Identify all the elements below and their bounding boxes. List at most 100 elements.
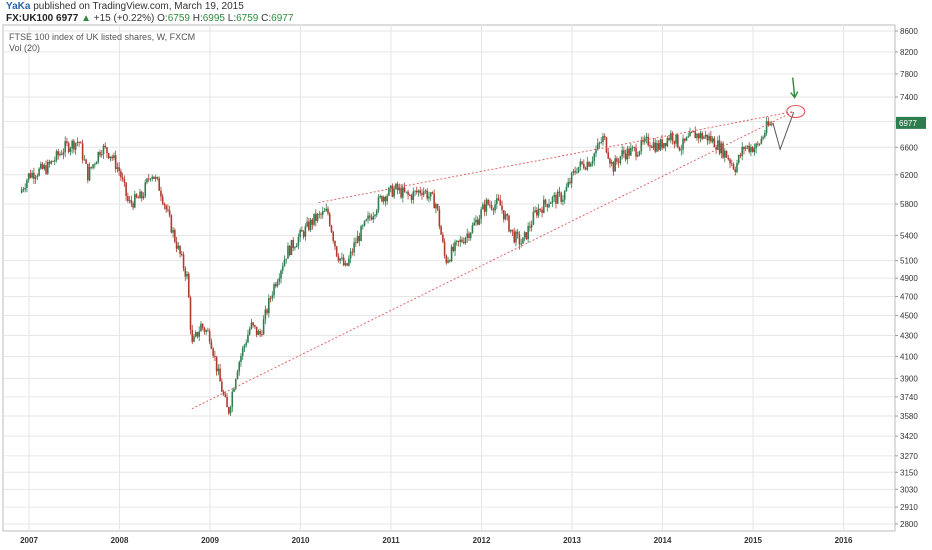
candle-body: [27, 173, 30, 181]
candle-body: [626, 148, 629, 160]
candle-body: [175, 241, 178, 249]
candle-body: [523, 232, 526, 238]
candle-body: [692, 131, 695, 133]
candle-body: [74, 142, 77, 150]
candle-body: [722, 143, 724, 158]
candle-body: [181, 254, 183, 255]
open-value: 6759: [167, 13, 190, 24]
candle-body: [393, 188, 395, 197]
candle-body: [342, 257, 345, 266]
candle-body: [294, 247, 296, 249]
candle-body: [558, 191, 561, 193]
candle-body: [536, 210, 538, 216]
candle-body: [104, 145, 107, 148]
candle-body: [360, 226, 362, 241]
price-tick-label: 6600: [900, 143, 918, 152]
candle-body: [713, 138, 716, 148]
candle-body: [534, 210, 536, 212]
candle-body: [313, 213, 315, 225]
candle-body: [73, 140, 75, 150]
candle-body: [172, 230, 174, 233]
candle-body: [191, 329, 194, 342]
candle-body: [194, 332, 197, 337]
candle-body: [527, 226, 529, 240]
candle-body: [422, 191, 425, 195]
candle-body: [297, 237, 300, 246]
candle-body: [153, 176, 155, 179]
candle-body: [412, 191, 415, 200]
candle-body: [739, 155, 742, 156]
indicator-label[interactable]: Vol (20): [9, 43, 40, 53]
candle-body: [548, 203, 550, 208]
candle-body: [281, 266, 284, 271]
candle-body: [268, 297, 270, 314]
symbol-label[interactable]: FX:UK100: [6, 13, 54, 24]
candle-body: [351, 251, 354, 253]
candle-body: [43, 165, 46, 169]
arrow-head-icon: [790, 91, 799, 99]
candle-body: [140, 191, 143, 199]
candle-body: [353, 242, 355, 253]
candle-body: [330, 225, 333, 233]
candle-body: [489, 204, 491, 206]
candle-body: [638, 151, 641, 156]
candle-body: [724, 150, 726, 158]
year-tick-label: 2016: [835, 536, 853, 545]
candle-body: [469, 232, 472, 239]
candle-body: [62, 152, 65, 155]
candle-body: [163, 203, 166, 206]
candle-body: [121, 177, 124, 179]
candle-body: [34, 177, 37, 179]
candle-body: [174, 230, 176, 242]
candle-body: [431, 192, 434, 194]
price-scale[interactable]: 8600820078007400700066006200580054005100…: [895, 27, 918, 529]
candle-body: [92, 164, 94, 168]
last-price-label: 6977: [896, 116, 926, 129]
candle-body: [717, 140, 719, 150]
candle-body: [280, 270, 282, 279]
time-scale[interactable]: 2007 2008 2009 2010 2011 2012 2013 2014 2015 2016: [20, 536, 853, 545]
price-tick-label: 4900: [900, 274, 918, 283]
candle-body: [356, 235, 359, 244]
candle-body: [760, 138, 763, 144]
candle-body: [142, 196, 145, 199]
candle-body: [261, 334, 263, 336]
candle-body: [262, 319, 265, 335]
candle-body: [346, 263, 348, 266]
candle-body: [588, 161, 590, 167]
author-link[interactable]: YaKa: [6, 1, 31, 12]
candle-body: [147, 178, 150, 180]
candle-body: [462, 241, 465, 244]
candle-body: [29, 173, 32, 178]
candle-body: [146, 178, 148, 183]
candle-body: [511, 229, 514, 232]
candle-body: [50, 161, 53, 164]
candle-body: [320, 213, 322, 215]
price-tick-label: 3030: [900, 485, 918, 494]
candle-body: [435, 204, 437, 209]
candle-body: [421, 193, 423, 195]
candle-body: [584, 168, 587, 170]
candle-body: [725, 150, 728, 158]
candle-body: [631, 147, 634, 149]
candle-body: [741, 147, 744, 156]
candle-body: [349, 251, 352, 259]
candle-body: [553, 194, 556, 198]
candle-body: [496, 198, 498, 205]
candle-body: [699, 132, 702, 139]
candle-body: [656, 143, 658, 152]
candle-body: [492, 208, 495, 211]
candle-body: [93, 164, 96, 166]
candle-body: [447, 260, 449, 263]
candle-body: [276, 281, 279, 287]
candle-body: [247, 334, 249, 343]
price-tick-label: 5100: [900, 257, 918, 266]
candle-body: [556, 191, 559, 204]
candle-body: [666, 137, 669, 147]
candle-body: [154, 177, 157, 179]
candle-body: [577, 166, 580, 173]
candle-body: [415, 190, 418, 193]
candle-body: [233, 388, 235, 392]
candle-body: [309, 219, 312, 230]
